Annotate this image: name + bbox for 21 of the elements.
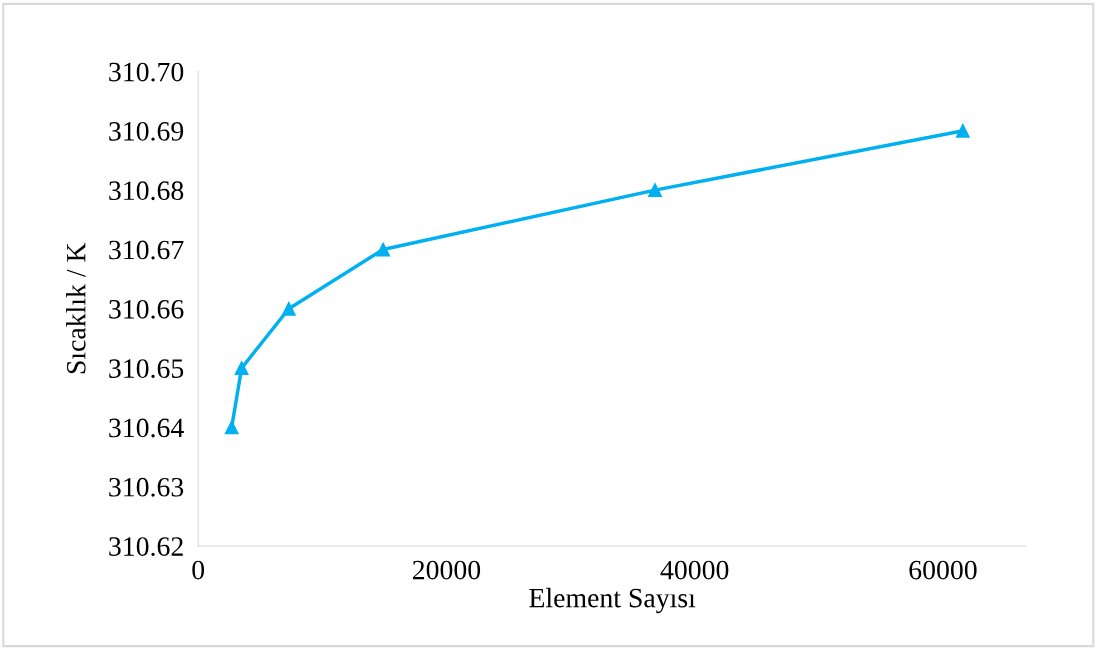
y-tick-label: 310.63 bbox=[109, 477, 184, 497]
x-tick-label: 20000 bbox=[412, 560, 481, 580]
y-tick-label: 310.62 bbox=[109, 537, 183, 557]
y-tick-label: 310.66 bbox=[109, 299, 184, 319]
y-tick-label: 310.68 bbox=[109, 181, 184, 201]
point bbox=[955, 123, 970, 138]
x-axis-title: Element Sayısı bbox=[529, 587, 696, 614]
point bbox=[376, 242, 391, 257]
point bbox=[234, 361, 249, 376]
x-tick-label: 0 bbox=[192, 560, 205, 580]
x-tick-label: 40000 bbox=[660, 560, 729, 580]
y-tick-label: 310.67 bbox=[109, 240, 184, 260]
y-tick-label: 310.70 bbox=[109, 62, 184, 82]
point bbox=[224, 420, 239, 435]
point bbox=[281, 301, 296, 316]
y-axis-title: Sıcaklık / K bbox=[66, 242, 86, 374]
x-tick-label: 60000 bbox=[909, 560, 977, 580]
point bbox=[648, 183, 662, 198]
y-tick-label: 310.69 bbox=[109, 121, 184, 141]
y-tick-label: 310.64 bbox=[109, 418, 184, 438]
y-tick-label: 310.65 bbox=[109, 359, 184, 379]
